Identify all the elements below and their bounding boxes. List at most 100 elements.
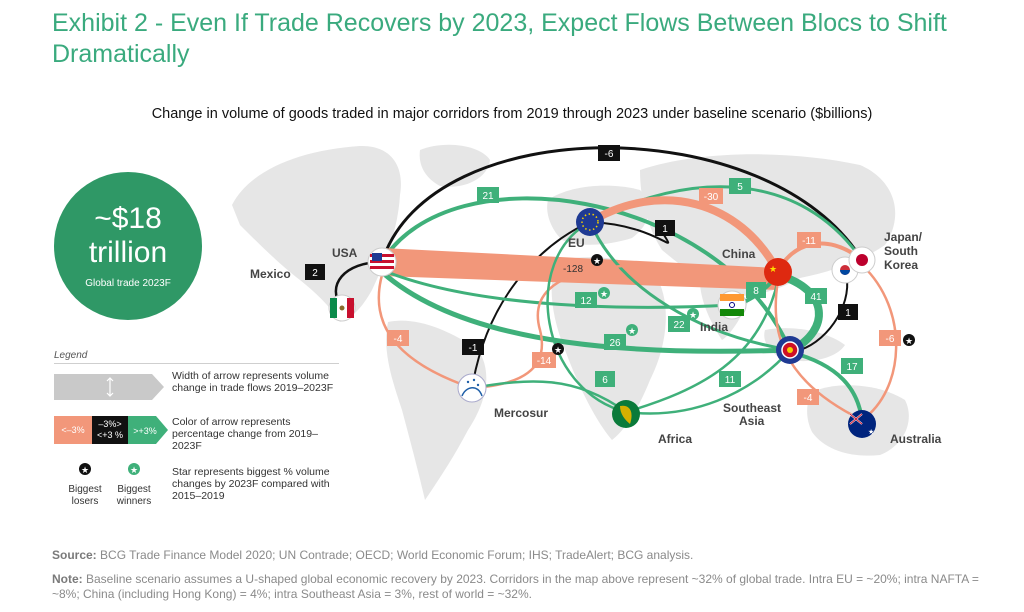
label-southeast-asia-1: Southeast [723,401,781,415]
legend-neutral-swatch: –3%> <+3 % [92,416,128,444]
usa-flag-icon [367,247,397,277]
value-box: -6 [879,330,901,346]
corridor-usa-southeast-asia-2 [379,269,793,354]
value-box: 17 [841,358,863,374]
value-box: -14 [532,352,556,368]
page-title: Exhibit 2 - Even If Trade Recovers by 20… [52,9,947,68]
svg-text:26: 26 [609,338,621,349]
value-box: -11 [797,232,821,248]
asean-flag-icon [776,336,804,364]
svg-text:21: 21 [482,191,494,202]
svg-text:8: 8 [753,286,759,297]
region-flags: ★ [328,208,876,438]
svg-text:-4: -4 [804,393,813,404]
legend-positive-swatch-shape: >+3% [128,416,168,444]
svg-text:1: 1 [662,224,668,235]
summary-caption: Global trade 2023F [85,278,171,289]
corridor-mercosur-africa [470,380,628,414]
svg-text:-6: -6 [605,149,614,160]
value-box: -6 [598,145,620,161]
chart-subtitle: Change in volume of goods traded in majo… [151,106,873,122]
label-africa: Africa [658,432,692,446]
svg-text:2: 2 [312,268,318,279]
label-usa: USA [332,246,358,260]
corridor-china-southeast-asia [774,271,823,354]
label-eu: EU [568,236,585,250]
summary-amount: ~$18 trillion [88,202,168,269]
loser-star-icon: ★ [591,254,603,266]
corridor-japan-korea-australia [860,263,898,422]
value-box: 2 [305,264,325,280]
svg-text:12: 12 [580,296,592,307]
winner-star-icon: ★ [687,308,699,320]
value-box: 1 [838,304,858,320]
svg-text:-30: -30 [704,192,719,203]
svg-text:41: 41 [810,292,822,303]
corridor-value-labels: -6 21 5 -30 1 2 -128 -11 12 8 41 22 26 1… [305,145,901,405]
svg-text:1: 1 [845,308,851,319]
value-box: 21 [477,187,499,203]
mexico-flag-icon [328,294,356,322]
india-flag-icon [717,290,747,320]
value-box: -4 [797,389,819,405]
svg-text:6: 6 [602,375,608,386]
legend-loser-star-icon: ★ [79,463,91,475]
mercosur-logo-icon [457,373,487,403]
svg-text:★: ★ [593,256,601,266]
biggest-change-stars: ★ ★ ★ ★ ★ ★ [552,254,915,355]
svg-text:★: ★ [689,310,697,320]
value-usa-china: -128 [563,264,583,275]
region-labels: USA Mexico EU China India Japan/ South K… [250,230,942,446]
corridor-china-mercosur [470,263,780,390]
corridor-eu-china [586,196,782,276]
label-japan-korea-3: Korea [884,258,918,272]
south-america-shape [386,320,487,500]
legend-divider [54,363,339,364]
value-box: 12 [575,292,597,308]
svg-text:-4: -4 [394,334,403,345]
svg-text:★: ★ [600,289,608,299]
eu-flag-icon [576,208,604,236]
japan-flag-icon [848,246,876,274]
svg-text:22: 22 [673,320,685,331]
svg-text:★: ★ [130,465,138,475]
value-box: 26 [604,334,626,350]
legend-width-text: Width of arrow represents volume change … [172,370,334,394]
svg-text:★: ★ [769,264,777,274]
label-japan-korea-1: Japan/ [884,230,923,244]
label-mercosur: Mercosur [494,406,548,420]
legend-color-text: Color of arrow represents percentage cha… [172,416,318,452]
value-box: -30 [699,188,723,204]
svg-text:-1: -1 [469,343,478,354]
label-southeast-asia-2: Asia [739,414,765,428]
value-box: 11 [719,371,741,387]
corridor-eu-africa [546,220,792,415]
value-box: 8 [746,282,766,298]
legend-width-arrow [54,374,164,400]
value-box: 5 [729,178,751,194]
label-australia: Australia [890,432,942,446]
north-america-shape [232,145,401,322]
australia-flag-icon: ★ [848,410,876,438]
legend-title: Legend [54,350,88,361]
svg-text:-6: -6 [886,334,895,345]
winner-star-icon: ★ [598,287,610,299]
value-box: 1 [655,220,675,236]
china-flag-icon: ★ [764,258,792,286]
label-china: China [722,247,756,261]
legend-negative-swatch: <–3% [54,416,92,444]
svg-text:★: ★ [868,428,874,436]
corridor-usa-india [380,268,734,309]
svg-text:★: ★ [81,465,89,475]
svg-text:17: 17 [846,362,858,373]
label-india: India [700,320,728,334]
winner-star-icon: ★ [626,324,638,336]
corridor-eu-southeast-asia [588,220,792,352]
label-mexico: Mexico [250,267,291,281]
svg-text:11: 11 [725,375,736,386]
legend-winners-label: Biggest winners [116,484,152,507]
legend-star-text: Star represents biggest % volume changes… [172,466,330,502]
svg-text:★: ★ [905,336,913,346]
svg-text:-14: -14 [537,356,552,367]
africa-flag-icon [612,400,640,428]
